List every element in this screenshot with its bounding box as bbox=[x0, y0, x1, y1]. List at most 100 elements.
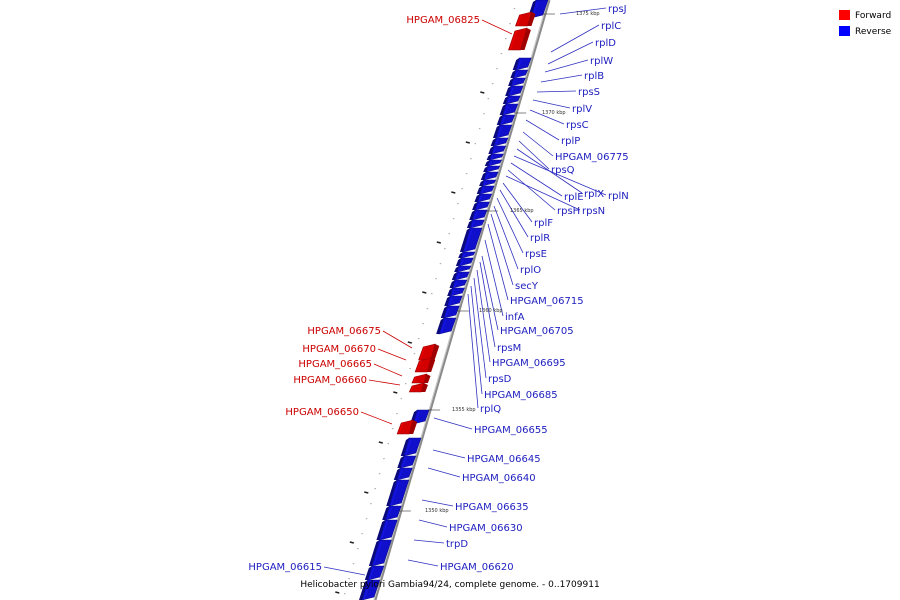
gene-label[interactable]: HPGAM_06640 bbox=[462, 473, 536, 484]
gene-side bbox=[421, 383, 428, 392]
gene-label[interactable]: rpsD bbox=[488, 374, 512, 385]
gene-highlight bbox=[497, 126, 503, 138]
gene-highlight bbox=[462, 253, 466, 258]
track-dot bbox=[444, 248, 446, 250]
gene-highlight bbox=[504, 105, 509, 115]
gene-side bbox=[480, 172, 487, 180]
track-dot bbox=[361, 533, 363, 535]
gene-highlight bbox=[516, 13, 522, 26]
gene-highlight bbox=[398, 469, 403, 480]
gene-side bbox=[368, 540, 380, 566]
track-dash bbox=[393, 391, 398, 394]
gene-side bbox=[447, 288, 453, 296]
gene-label[interactable]: rplO bbox=[520, 265, 541, 276]
gene-highlight bbox=[410, 384, 415, 392]
gene-label[interactable]: HPGAM_06635 bbox=[455, 502, 529, 513]
gene-label[interactable]: rpsN bbox=[582, 206, 605, 217]
reverse-gene bbox=[489, 153, 504, 161]
gene-label[interactable]: HPGAM_06655 bbox=[474, 425, 548, 436]
gene-label[interactable]: rpsE bbox=[525, 249, 547, 260]
gene-label[interactable]: HPGAM_06645 bbox=[467, 454, 541, 465]
leader-reverse bbox=[525, 119, 560, 141]
gene-side bbox=[423, 374, 431, 383]
reverse-gene bbox=[485, 165, 501, 173]
reverse-gene bbox=[458, 257, 474, 267]
gene-side bbox=[483, 166, 488, 172]
reverse-gene bbox=[378, 519, 398, 541]
gene-side bbox=[490, 138, 496, 146]
gene-shapes bbox=[359, 0, 549, 600]
gene-label[interactable]: HPGAM_06685 bbox=[484, 390, 558, 401]
gene-label[interactable]: rplD bbox=[595, 38, 616, 49]
gene-highlight bbox=[512, 79, 516, 86]
gene-highlight bbox=[481, 187, 485, 194]
gene-label[interactable]: rpsS bbox=[578, 87, 600, 98]
leader-reverse bbox=[502, 182, 533, 223]
gene-label[interactable]: infA bbox=[505, 312, 525, 323]
leader-reverse bbox=[413, 539, 445, 544]
scale-ticks bbox=[398, 13, 555, 512]
gene-label[interactable]: rplR bbox=[530, 233, 550, 244]
gene-highlight bbox=[509, 87, 514, 96]
track-dot bbox=[431, 293, 433, 295]
gene-highlight bbox=[448, 297, 453, 306]
gene-label[interactable]: HPGAM_06615 bbox=[248, 562, 322, 573]
gene-label[interactable]: HPGAM_06825 bbox=[406, 15, 480, 26]
reverse-gene bbox=[449, 287, 465, 297]
gene-label[interactable]: rplX bbox=[584, 189, 604, 200]
gene-label[interactable]: rpsH bbox=[557, 206, 580, 217]
gene-label[interactable]: rplP bbox=[561, 136, 580, 147]
gene-label[interactable]: rplF bbox=[534, 218, 553, 229]
gene-label[interactable]: HPGAM_06675 bbox=[307, 326, 381, 337]
track-dot bbox=[483, 113, 485, 115]
gene-label[interactable]: HPGAM_06630 bbox=[449, 523, 523, 534]
track-dot bbox=[435, 278, 437, 280]
reverse-gene bbox=[446, 295, 463, 307]
gene-label[interactable]: HPGAM_06715 bbox=[510, 296, 584, 307]
reverse-gene bbox=[493, 137, 509, 147]
gene-label[interactable]: HPGAM_06670 bbox=[302, 344, 376, 355]
gene-label[interactable]: rpsJ bbox=[608, 4, 627, 15]
gene-label[interactable]: rplV bbox=[572, 104, 592, 115]
gene-label[interactable]: HPGAM_06620 bbox=[440, 562, 514, 573]
gene-label[interactable]: rplQ bbox=[480, 404, 501, 415]
gene-label[interactable]: HPGAM_06705 bbox=[500, 326, 574, 337]
gene-label[interactable]: HPGAM_06695 bbox=[492, 358, 566, 369]
gene-label[interactable]: HPGAM_06665 bbox=[298, 359, 372, 370]
gene-highlight bbox=[445, 307, 450, 318]
gene-label[interactable]: rplW bbox=[590, 56, 613, 67]
gene-label[interactable]: rpsQ bbox=[551, 165, 575, 176]
track-dash bbox=[480, 91, 485, 94]
track-dot bbox=[474, 143, 477, 145]
gene-side bbox=[436, 318, 444, 334]
gene-highlight bbox=[492, 147, 497, 154]
label-leaders bbox=[323, 7, 607, 576]
reverse-gene bbox=[507, 85, 524, 97]
gene-label[interactable]: rpsM bbox=[497, 343, 521, 354]
gene-side bbox=[451, 272, 458, 280]
gene-side bbox=[382, 506, 390, 520]
gene-highlight bbox=[489, 161, 493, 166]
gene-label[interactable]: HPGAM_06775 bbox=[555, 152, 629, 163]
leader-forward bbox=[382, 330, 413, 349]
track-dot bbox=[422, 323, 424, 325]
gene-label[interactable]: rpsC bbox=[566, 120, 589, 131]
legend-label-reverse: Reverse bbox=[855, 27, 892, 37]
gene-label[interactable]: rplB bbox=[584, 71, 604, 82]
gene-highlight bbox=[398, 421, 404, 434]
reverse-gene bbox=[474, 201, 490, 211]
leader-reverse bbox=[484, 239, 504, 317]
gene-highlight bbox=[485, 173, 489, 180]
gene-label[interactable]: rplN bbox=[608, 191, 629, 202]
gene-label[interactable]: rplE bbox=[564, 192, 584, 203]
leader-reverse bbox=[513, 155, 607, 196]
gene-label[interactable]: rplC bbox=[601, 21, 621, 32]
leader-forward bbox=[368, 379, 401, 386]
gene-label[interactable]: secY bbox=[515, 281, 539, 292]
gene-highlight bbox=[451, 289, 455, 296]
gene-highlight bbox=[456, 273, 460, 280]
gene-label[interactable]: trpD bbox=[446, 539, 468, 550]
track-dot bbox=[448, 233, 450, 235]
gene-label[interactable]: HPGAM_06650 bbox=[285, 407, 359, 418]
gene-label[interactable]: HPGAM_06660 bbox=[293, 375, 367, 386]
